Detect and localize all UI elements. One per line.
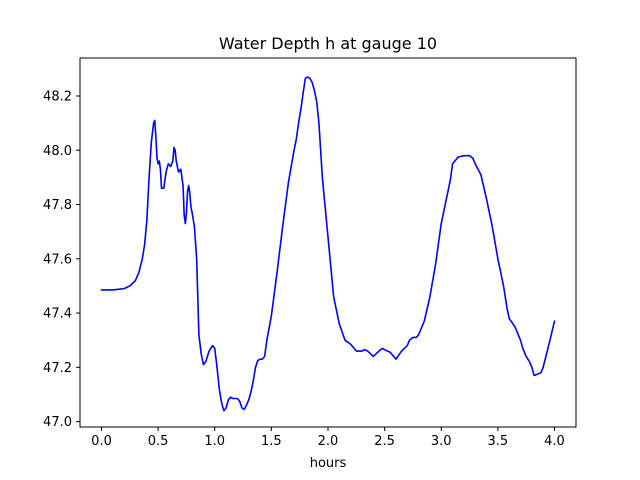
x-tick-label: 3.5 bbox=[488, 434, 509, 449]
y-tick-label: 47.2 bbox=[43, 361, 72, 376]
y-tick-label: 47.8 bbox=[43, 198, 72, 213]
x-tick-label: 0.5 bbox=[148, 434, 169, 449]
x-tick-label: 3.0 bbox=[431, 434, 452, 449]
y-tick-label: 47.4 bbox=[43, 307, 72, 322]
x-axis: 0.0 0.5 1.0 1.5 2.0 2.5 3.0 3.5 4.0 bbox=[91, 427, 565, 449]
x-tick-label: 0.0 bbox=[91, 434, 112, 449]
x-tick-label: 1.5 bbox=[261, 434, 282, 449]
y-tick-label: 47.6 bbox=[43, 252, 72, 267]
x-axis-label: hours bbox=[310, 456, 347, 471]
x-tick-label: 1.0 bbox=[204, 434, 225, 449]
y-tick-label: 48.2 bbox=[43, 89, 72, 104]
y-tick-label: 48.0 bbox=[43, 144, 72, 159]
x-tick-label: 4.0 bbox=[544, 434, 565, 449]
y-tick-label: 47.0 bbox=[43, 415, 72, 430]
chart-title: Water Depth h at gauge 10 bbox=[219, 34, 437, 53]
y-axis: 47.0 47.2 47.4 47.6 47.8 48.0 48.2 bbox=[43, 89, 80, 430]
x-tick-label: 2.5 bbox=[374, 434, 395, 449]
series-layer bbox=[100, 76, 556, 412]
series-line-0 bbox=[100, 76, 556, 412]
x-tick-label: 2.0 bbox=[318, 434, 339, 449]
